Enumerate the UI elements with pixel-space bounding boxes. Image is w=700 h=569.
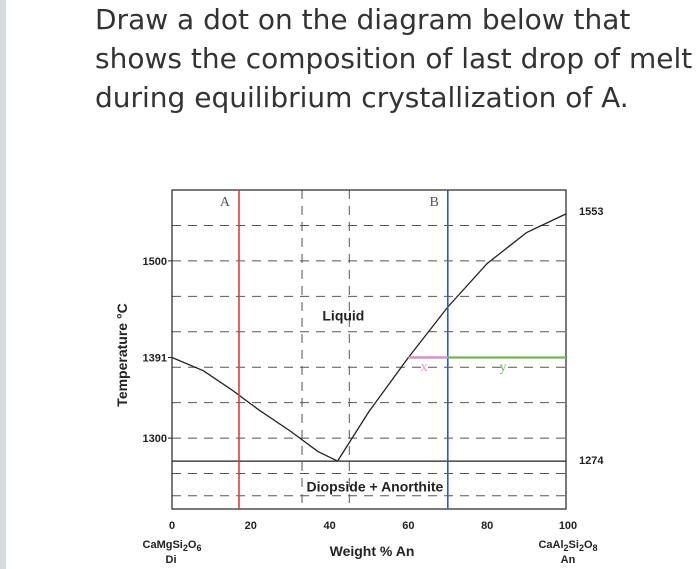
field-label-solid: Diopside + Anorthite <box>307 478 444 494</box>
x-tick-label-80: 80 <box>481 520 493 532</box>
y-tick-label-1500: 1500 <box>143 256 167 268</box>
plot-area: A Bx y 1500 1391 1300 1553 1274 0 20 40 60 80 100 Liqu… <box>143 189 604 532</box>
di-formula: CaMgSi2O6 <box>143 539 202 553</box>
plot-frame <box>171 189 567 510</box>
liquidus-left <box>171 356 338 462</box>
point-label-x: x <box>421 360 428 375</box>
y-tick-label-1300: 1300 <box>143 433 167 445</box>
composition-label-a: A <box>220 195 231 210</box>
an-formula: CaAl2Si2O8 <box>538 539 597 553</box>
x-tick-label-40: 40 <box>323 520 335 532</box>
y-tick-label-1391: 1391 <box>143 352 167 364</box>
question-line-1: Draw a dot on the diagram below that <box>95 3 631 36</box>
field-label-liquid: Liquid <box>322 307 364 323</box>
x-tick-label-20: 20 <box>245 520 257 532</box>
question-text: Draw a dot on the diagram below that sho… <box>95 0 693 117</box>
x-tick-label-60: 60 <box>402 520 414 532</box>
y-axis-title: Temperature °C <box>114 303 130 406</box>
composition-label-b: B <box>429 195 438 210</box>
point-label-y: y <box>499 360 506 375</box>
question-line-3: during equilibrium crystallization of A. <box>95 81 629 114</box>
liquidus-right <box>336 213 567 462</box>
right-label-1553: 1553 <box>579 206 603 218</box>
x-tick-label-0: 0 <box>169 520 175 532</box>
x-tick-label-100: 100 <box>559 520 577 532</box>
an-abbr: An <box>561 554 576 566</box>
x-axis-title: Weight % An <box>330 543 415 559</box>
question-line-2: shows the composition of last drop of me… <box>95 42 693 75</box>
right-label-1274: 1274 <box>579 455 604 467</box>
di-abbr: Di <box>166 554 177 566</box>
left-margin-bar <box>0 0 6 569</box>
